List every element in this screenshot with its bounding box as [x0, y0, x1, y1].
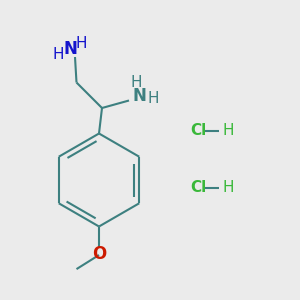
- Text: Cl: Cl: [190, 123, 207, 138]
- Text: H: H: [53, 47, 64, 62]
- Text: H: H: [222, 123, 233, 138]
- Text: Cl: Cl: [190, 180, 207, 195]
- Text: H: H: [131, 75, 142, 90]
- Text: H: H: [147, 91, 159, 106]
- Text: H: H: [75, 36, 87, 51]
- Text: N: N: [64, 40, 77, 58]
- Text: H: H: [222, 180, 233, 195]
- Text: N: N: [133, 87, 146, 105]
- Text: O: O: [92, 245, 106, 263]
